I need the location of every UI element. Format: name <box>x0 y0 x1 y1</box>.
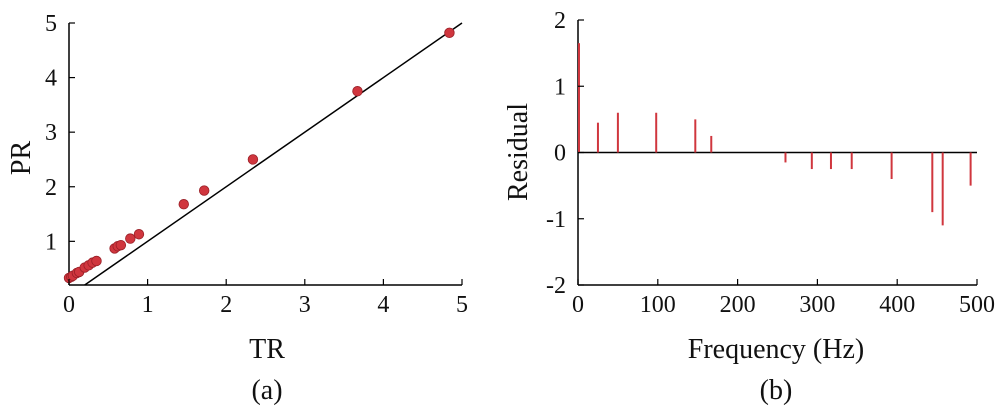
panel-b-axes <box>577 20 977 286</box>
panel-a-y-axis-label: PR <box>6 141 37 176</box>
panel-a-data-point <box>91 255 102 267</box>
panel-b-x-tick-label: 300 <box>799 292 835 318</box>
panel-a-y-tick-label: 3 <box>45 120 57 146</box>
panel-a-x-tick-label: 0 <box>63 292 75 318</box>
panel-a-data-point <box>133 229 145 240</box>
panel-b-ticks: 0 100 200 300 400 500 -2 -1 0 1 2 <box>546 8 995 318</box>
panel-b-y-tick-label: 1 <box>554 74 566 100</box>
panel-b-x-tick-label: 500 <box>959 292 995 318</box>
panel-b-stem: 0 100 200 300 400 500 -2 -1 0 1 2 Frequency (Hz) R… <box>503 8 995 406</box>
panel-a-x-tick-label: 5 <box>456 292 468 318</box>
panel-a-x-tick-label: 3 <box>299 292 311 318</box>
panel-b-y-axis-label: Residual <box>503 103 534 201</box>
panel-a-fit-line-group <box>84 22 463 286</box>
panel-a-x-axis-label: TR <box>249 334 285 365</box>
panel-a-y-tick-label: 2 <box>45 175 57 201</box>
panel-a-x-tick-label: 4 <box>377 292 389 318</box>
panel-b-y-tick-label: -2 <box>546 273 566 299</box>
panel-a-axes <box>68 23 462 286</box>
panel-b-x-tick-label: 100 <box>640 292 676 318</box>
panel-a-y-tick-label: 5 <box>45 11 57 37</box>
panel-b-caption: (b) <box>760 375 793 406</box>
panel-b-y-tick-label: 0 <box>554 141 566 167</box>
panel-a-x-tick-label: 2 <box>220 292 232 318</box>
panel-b-y-tick-label: 2 <box>554 8 566 34</box>
panel-a-data-point <box>178 199 189 210</box>
panel-a-x-tick-label: 1 <box>142 292 154 318</box>
panel-a-scatter: 0 1 2 3 4 5 1 2 3 4 5 TR PR (a) <box>6 11 468 406</box>
panel-b-x-axis-label: Frequency (Hz) <box>688 334 864 365</box>
panel-b-x-tick-label: 0 <box>572 292 584 318</box>
panel-b-x-tick-label: 200 <box>720 292 756 318</box>
panel-b-y-tick-label: -1 <box>546 207 566 233</box>
panel-a-ticks: 0 1 2 3 4 5 1 2 3 4 5 <box>45 11 468 318</box>
panel-a-y-tick-label: 1 <box>45 229 57 255</box>
panel-a-points <box>63 27 455 284</box>
panel-a-data-point <box>247 154 259 165</box>
panel-a-y-tick-label: 4 <box>45 66 57 92</box>
panel-a-data-point <box>115 239 127 251</box>
panel-a-data-point <box>198 185 210 196</box>
panel-a-data-point <box>125 233 136 244</box>
panel-a-data-point <box>352 86 363 97</box>
panel-a-data-point <box>444 27 455 39</box>
panel-b-stems <box>578 43 972 226</box>
panel-a-caption: (a) <box>251 375 282 406</box>
panel-b-x-tick-label: 400 <box>879 292 915 318</box>
panel-a-fit-line <box>84 22 463 286</box>
